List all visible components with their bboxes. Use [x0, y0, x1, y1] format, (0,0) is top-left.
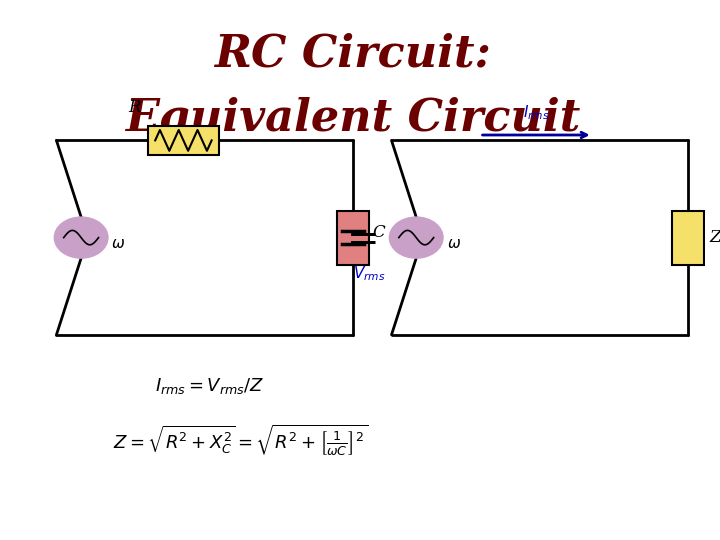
Circle shape	[390, 217, 443, 258]
Text: Z: Z	[709, 229, 720, 246]
Bar	[672, 211, 703, 265]
Text: $I_{rms}$: $I_{rms}$	[523, 103, 549, 122]
Bar	[337, 211, 369, 265]
Text: $Z = \sqrt{R^2 + X_C^2} = \sqrt{R^2 + \left[\frac{1}{\omega C}\right]^2}$: $Z = \sqrt{R^2 + X_C^2} = \sqrt{R^2 + \l…	[113, 422, 368, 458]
Text: $I_{rms} = V_{rms} / Z$: $I_{rms} = V_{rms} / Z$	[156, 376, 265, 396]
Text: $V_{rms}$: $V_{rms}$	[354, 265, 386, 284]
Text: R: R	[129, 99, 141, 116]
Text: RC Circuit:: RC Circuit:	[215, 32, 491, 76]
Text: Equivalent Circuit: Equivalent Circuit	[125, 97, 580, 140]
Text: $\omega$: $\omega$	[446, 235, 461, 251]
Bar	[148, 125, 219, 156]
Text: $\omega$: $\omega$	[112, 235, 125, 251]
Text: C: C	[372, 224, 385, 241]
Text: =: =	[347, 222, 379, 259]
Circle shape	[54, 217, 108, 258]
